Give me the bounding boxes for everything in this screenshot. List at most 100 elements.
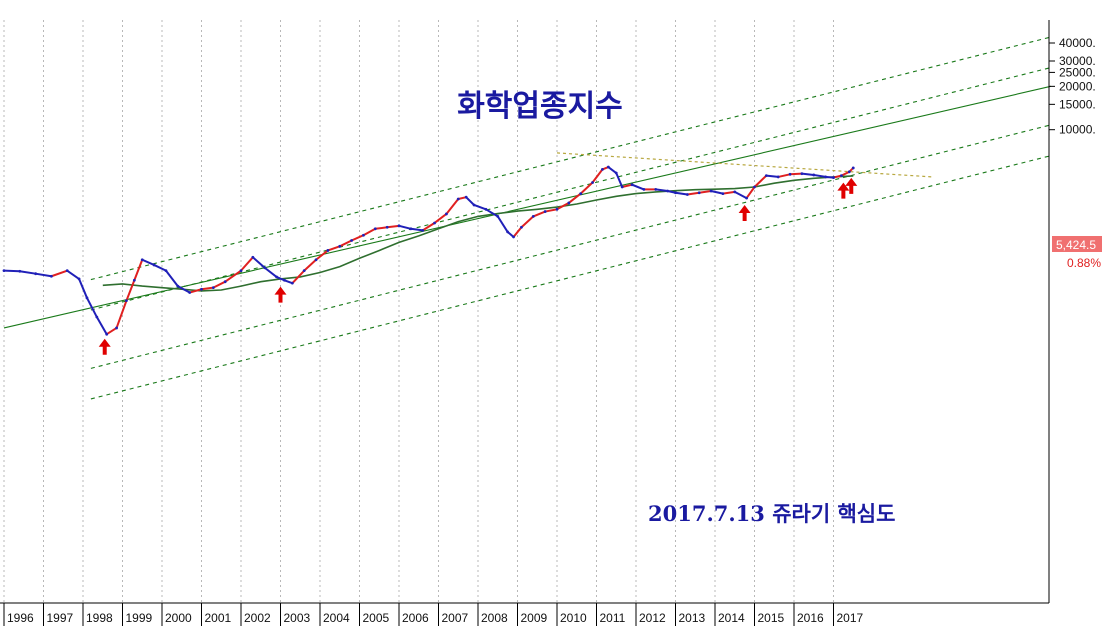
price-segment <box>276 275 285 282</box>
red-arrow-icon <box>738 205 751 222</box>
last-value-badge <box>1052 236 1102 252</box>
price-point <box>132 278 136 282</box>
price-point <box>512 235 515 239</box>
price-segment <box>212 280 226 289</box>
price-point <box>409 227 413 231</box>
price-segment <box>133 259 144 281</box>
price-segment <box>556 202 570 211</box>
price-point <box>350 239 353 242</box>
x-tick-label-1999: 1999 <box>126 611 153 625</box>
price-segment <box>801 172 814 176</box>
price-point <box>50 274 53 278</box>
y-tick-label-30000.: 30000. <box>1059 54 1096 68</box>
price-segment <box>115 300 128 329</box>
price-point <box>263 266 267 270</box>
price-point <box>18 269 22 273</box>
price-point <box>302 269 306 273</box>
price-segment <box>398 224 412 230</box>
price-segment <box>433 213 448 224</box>
x-tick-label-2000: 2000 <box>165 611 192 625</box>
price-segment <box>568 192 582 204</box>
price-point <box>812 173 816 177</box>
y-tick-label-25000.: 25000. <box>1059 65 1096 79</box>
price-segment <box>291 269 305 284</box>
price-segment <box>675 191 688 196</box>
price-point <box>275 275 278 279</box>
x-tick-label-2001: 2001 <box>205 611 232 625</box>
price-segment <box>95 316 108 335</box>
price-segment <box>734 190 748 199</box>
price-point <box>654 187 658 191</box>
price-segment <box>465 196 475 206</box>
last-change-label: 0.88% <box>1067 256 1101 270</box>
price-point <box>251 255 255 259</box>
price-point <box>397 224 401 228</box>
price-point <box>697 191 701 195</box>
price-point <box>314 258 318 262</box>
price-point <box>745 196 748 200</box>
price-point <box>2 269 6 273</box>
price-point <box>77 277 81 281</box>
trend-channel-lines <box>3 36 1051 400</box>
price-point <box>685 193 689 196</box>
price-segment <box>362 227 376 237</box>
price-point <box>85 296 89 300</box>
y-tick-label-10000.: 10000. <box>1059 123 1096 137</box>
price-point <box>721 192 725 195</box>
price-segment <box>710 190 724 195</box>
price-segment <box>177 285 191 294</box>
price-segment <box>615 172 624 188</box>
price-point <box>211 286 215 290</box>
x-tick-label-2012: 2012 <box>639 611 666 625</box>
price-point <box>176 284 180 288</box>
price-segment <box>840 170 850 177</box>
price-segment <box>125 279 136 301</box>
price-point <box>421 228 425 232</box>
price-point <box>373 227 377 231</box>
price-point <box>709 189 713 193</box>
price-segment <box>19 270 36 275</box>
red-arrow-icon <box>845 177 858 194</box>
price-point <box>614 171 618 175</box>
price-point <box>753 185 756 189</box>
price-segment <box>35 272 52 278</box>
trend-line-2 <box>90 67 1051 311</box>
price-point <box>788 172 792 176</box>
x-tick-label-2003: 2003 <box>284 611 311 625</box>
vertical-gridlines <box>3 20 834 603</box>
price-point <box>152 263 156 267</box>
price-point <box>591 181 594 184</box>
price-segment <box>339 239 353 248</box>
price-segment <box>375 226 388 230</box>
price-point <box>666 189 669 193</box>
x-tick-label-1997: 1997 <box>47 611 74 625</box>
price-segment <box>106 327 118 336</box>
x-tick-label-2004: 2004 <box>323 611 350 625</box>
red-arrow-icon <box>274 286 287 303</box>
x-tick-label-2011: 2011 <box>600 611 626 625</box>
y-tick-label-15000.: 15000. <box>1059 97 1096 111</box>
price-segment <box>753 174 768 188</box>
y-axis-ticks: 40000. 30000.25000.20000. 15000. 10000. <box>1049 36 1096 137</box>
price-segment <box>224 269 242 283</box>
price-point <box>433 221 436 225</box>
price-point <box>847 170 851 174</box>
price-segment <box>580 181 594 195</box>
price-segment <box>201 286 214 291</box>
price-segment <box>496 215 509 233</box>
x-tick-label-2009: 2009 <box>521 611 548 625</box>
resistance-dashed-line <box>556 152 933 178</box>
price-point <box>164 269 168 273</box>
price-segment <box>351 234 364 242</box>
price-point <box>105 332 109 336</box>
price-point <box>800 172 804 176</box>
price-segment <box>631 183 645 191</box>
price-point <box>832 176 835 179</box>
x-tick-label-2016: 2016 <box>797 611 824 625</box>
trend-line-1 <box>90 36 1051 281</box>
red-arrow-icon <box>98 338 111 355</box>
moving-average-line <box>102 175 854 292</box>
price-point <box>326 249 330 252</box>
price-point <box>239 269 243 273</box>
